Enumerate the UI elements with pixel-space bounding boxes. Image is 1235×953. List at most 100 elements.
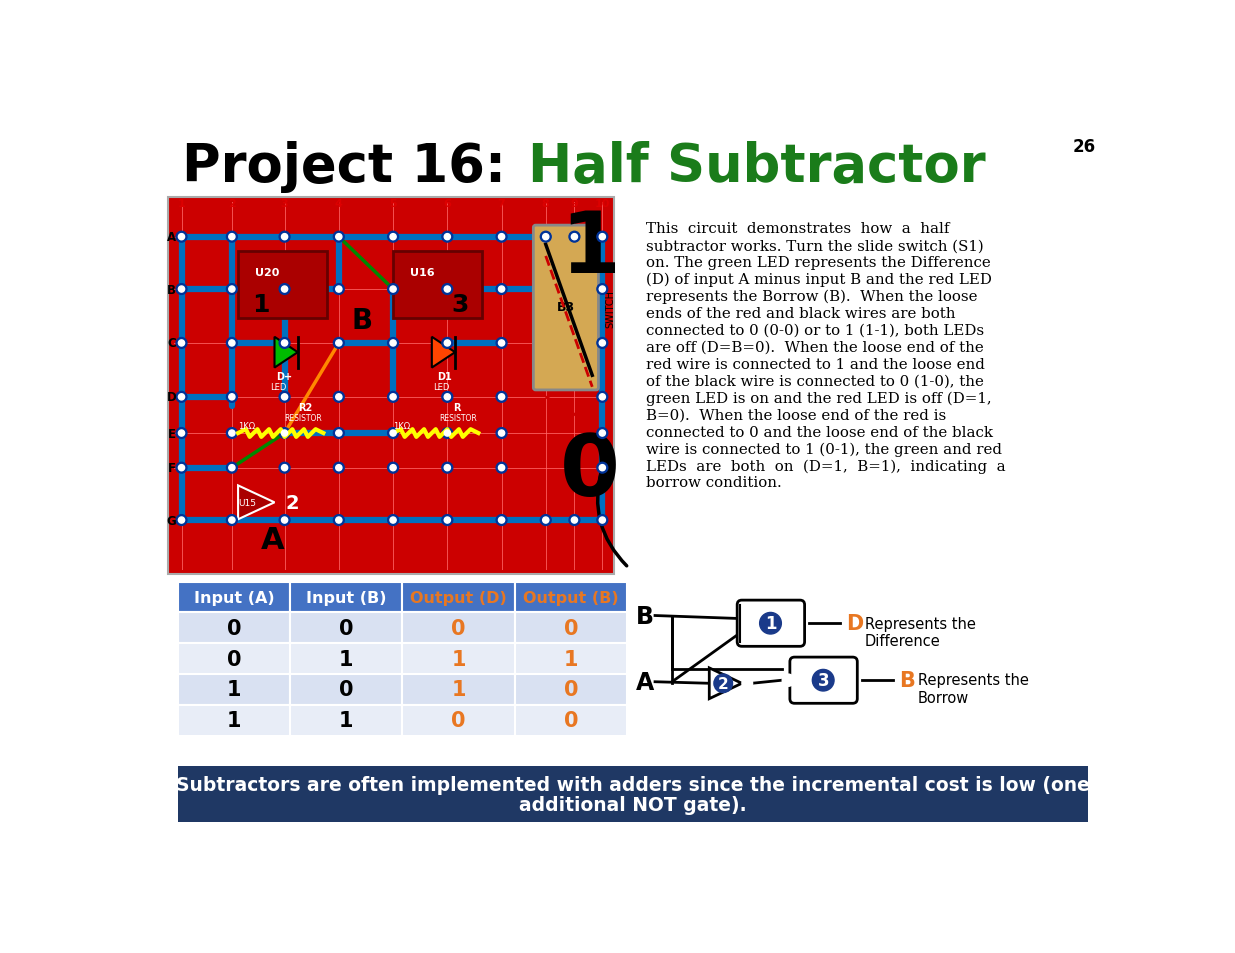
Text: 5: 5: [389, 198, 396, 209]
Circle shape: [336, 465, 342, 472]
Circle shape: [597, 516, 608, 526]
Circle shape: [599, 340, 605, 347]
Circle shape: [226, 463, 237, 474]
Circle shape: [178, 234, 184, 240]
Circle shape: [333, 338, 345, 349]
Circle shape: [177, 516, 186, 526]
Text: Represents the
Borrow: Represents the Borrow: [918, 673, 1029, 705]
Text: red wire is connected to 1 and the loose end: red wire is connected to 1 and the loose…: [646, 357, 986, 372]
Circle shape: [542, 517, 548, 523]
Circle shape: [178, 340, 184, 347]
Circle shape: [390, 340, 396, 347]
Circle shape: [282, 517, 288, 523]
Text: Output (D): Output (D): [410, 590, 506, 605]
FancyBboxPatch shape: [737, 600, 804, 647]
Text: Represents the
Difference: Represents the Difference: [864, 616, 976, 648]
Circle shape: [388, 428, 399, 439]
Circle shape: [569, 232, 580, 243]
Text: B=0).  When the loose end of the red is: B=0). When the loose end of the red is: [646, 408, 947, 422]
Circle shape: [599, 431, 605, 436]
Circle shape: [388, 284, 399, 295]
Circle shape: [445, 465, 451, 472]
Circle shape: [597, 392, 608, 403]
Text: 8: 8: [542, 198, 550, 209]
Circle shape: [783, 675, 794, 686]
FancyBboxPatch shape: [178, 705, 290, 736]
Circle shape: [279, 338, 290, 349]
Circle shape: [228, 431, 235, 436]
Circle shape: [390, 465, 396, 472]
Text: 0: 0: [563, 618, 578, 639]
Text: LEDs  are  both  on  (D=1,  B=1),  indicating  a: LEDs are both on (D=1, B=1), indicating …: [646, 459, 1007, 474]
Circle shape: [228, 465, 235, 472]
Circle shape: [333, 284, 345, 295]
Circle shape: [499, 287, 505, 293]
Circle shape: [572, 517, 578, 523]
Circle shape: [336, 340, 342, 347]
Polygon shape: [432, 337, 454, 368]
Circle shape: [177, 463, 186, 474]
Text: of the black wire is connected to 0 (1-0), the: of the black wire is connected to 0 (1-0…: [646, 375, 984, 388]
Text: D: D: [846, 614, 863, 634]
Circle shape: [599, 517, 605, 523]
Circle shape: [336, 517, 342, 523]
FancyBboxPatch shape: [403, 705, 515, 736]
Text: SWITCH: SWITCH: [605, 289, 615, 327]
Circle shape: [499, 517, 505, 523]
Circle shape: [442, 232, 453, 243]
Text: U16: U16: [410, 268, 435, 278]
FancyBboxPatch shape: [178, 766, 1088, 822]
Circle shape: [597, 284, 608, 295]
Text: 2: 2: [718, 676, 729, 691]
FancyBboxPatch shape: [790, 658, 857, 703]
Circle shape: [445, 395, 451, 400]
Circle shape: [279, 463, 290, 474]
Circle shape: [542, 234, 548, 240]
Circle shape: [228, 395, 235, 400]
Text: subtractor works. Turn the slide switch (S1): subtractor works. Turn the slide switch …: [646, 239, 984, 253]
FancyBboxPatch shape: [515, 705, 627, 736]
FancyBboxPatch shape: [290, 643, 403, 675]
Circle shape: [496, 428, 508, 439]
Polygon shape: [238, 486, 274, 519]
FancyBboxPatch shape: [403, 643, 515, 675]
FancyBboxPatch shape: [403, 675, 515, 705]
Circle shape: [279, 284, 290, 295]
Circle shape: [442, 284, 453, 295]
Circle shape: [333, 516, 345, 526]
Circle shape: [388, 338, 399, 349]
Circle shape: [228, 287, 235, 293]
Text: E: E: [168, 427, 175, 440]
Text: 1: 1: [178, 198, 185, 209]
Text: 3: 3: [280, 198, 289, 209]
Text: B: B: [636, 604, 655, 628]
Text: wire is connected to 1 (0-1), the green and red: wire is connected to 1 (0-1), the green …: [646, 442, 1003, 456]
Circle shape: [445, 287, 451, 293]
Circle shape: [445, 431, 451, 436]
Circle shape: [177, 284, 186, 295]
Circle shape: [499, 431, 505, 436]
Circle shape: [333, 392, 345, 403]
Text: LED: LED: [270, 383, 287, 392]
Circle shape: [279, 232, 290, 243]
Text: A: A: [167, 231, 177, 244]
FancyBboxPatch shape: [393, 252, 482, 319]
Text: B3: B3: [557, 300, 576, 314]
FancyBboxPatch shape: [290, 675, 403, 705]
Text: 3: 3: [818, 672, 829, 689]
Circle shape: [442, 463, 453, 474]
Circle shape: [226, 232, 237, 243]
Circle shape: [597, 232, 608, 243]
Text: ends of the red and black wires are both: ends of the red and black wires are both: [646, 307, 956, 320]
Text: connected to 0 (0-0) or to 1 (1-1), both LEDs: connected to 0 (0-0) or to 1 (1-1), both…: [646, 324, 984, 337]
Circle shape: [496, 338, 508, 349]
Text: B: B: [899, 671, 915, 691]
Text: 0: 0: [226, 618, 241, 639]
FancyBboxPatch shape: [290, 613, 403, 643]
Text: 0: 0: [559, 431, 620, 514]
Circle shape: [178, 465, 184, 472]
Circle shape: [597, 338, 608, 349]
Circle shape: [390, 234, 396, 240]
Circle shape: [388, 232, 399, 243]
Circle shape: [390, 395, 396, 400]
